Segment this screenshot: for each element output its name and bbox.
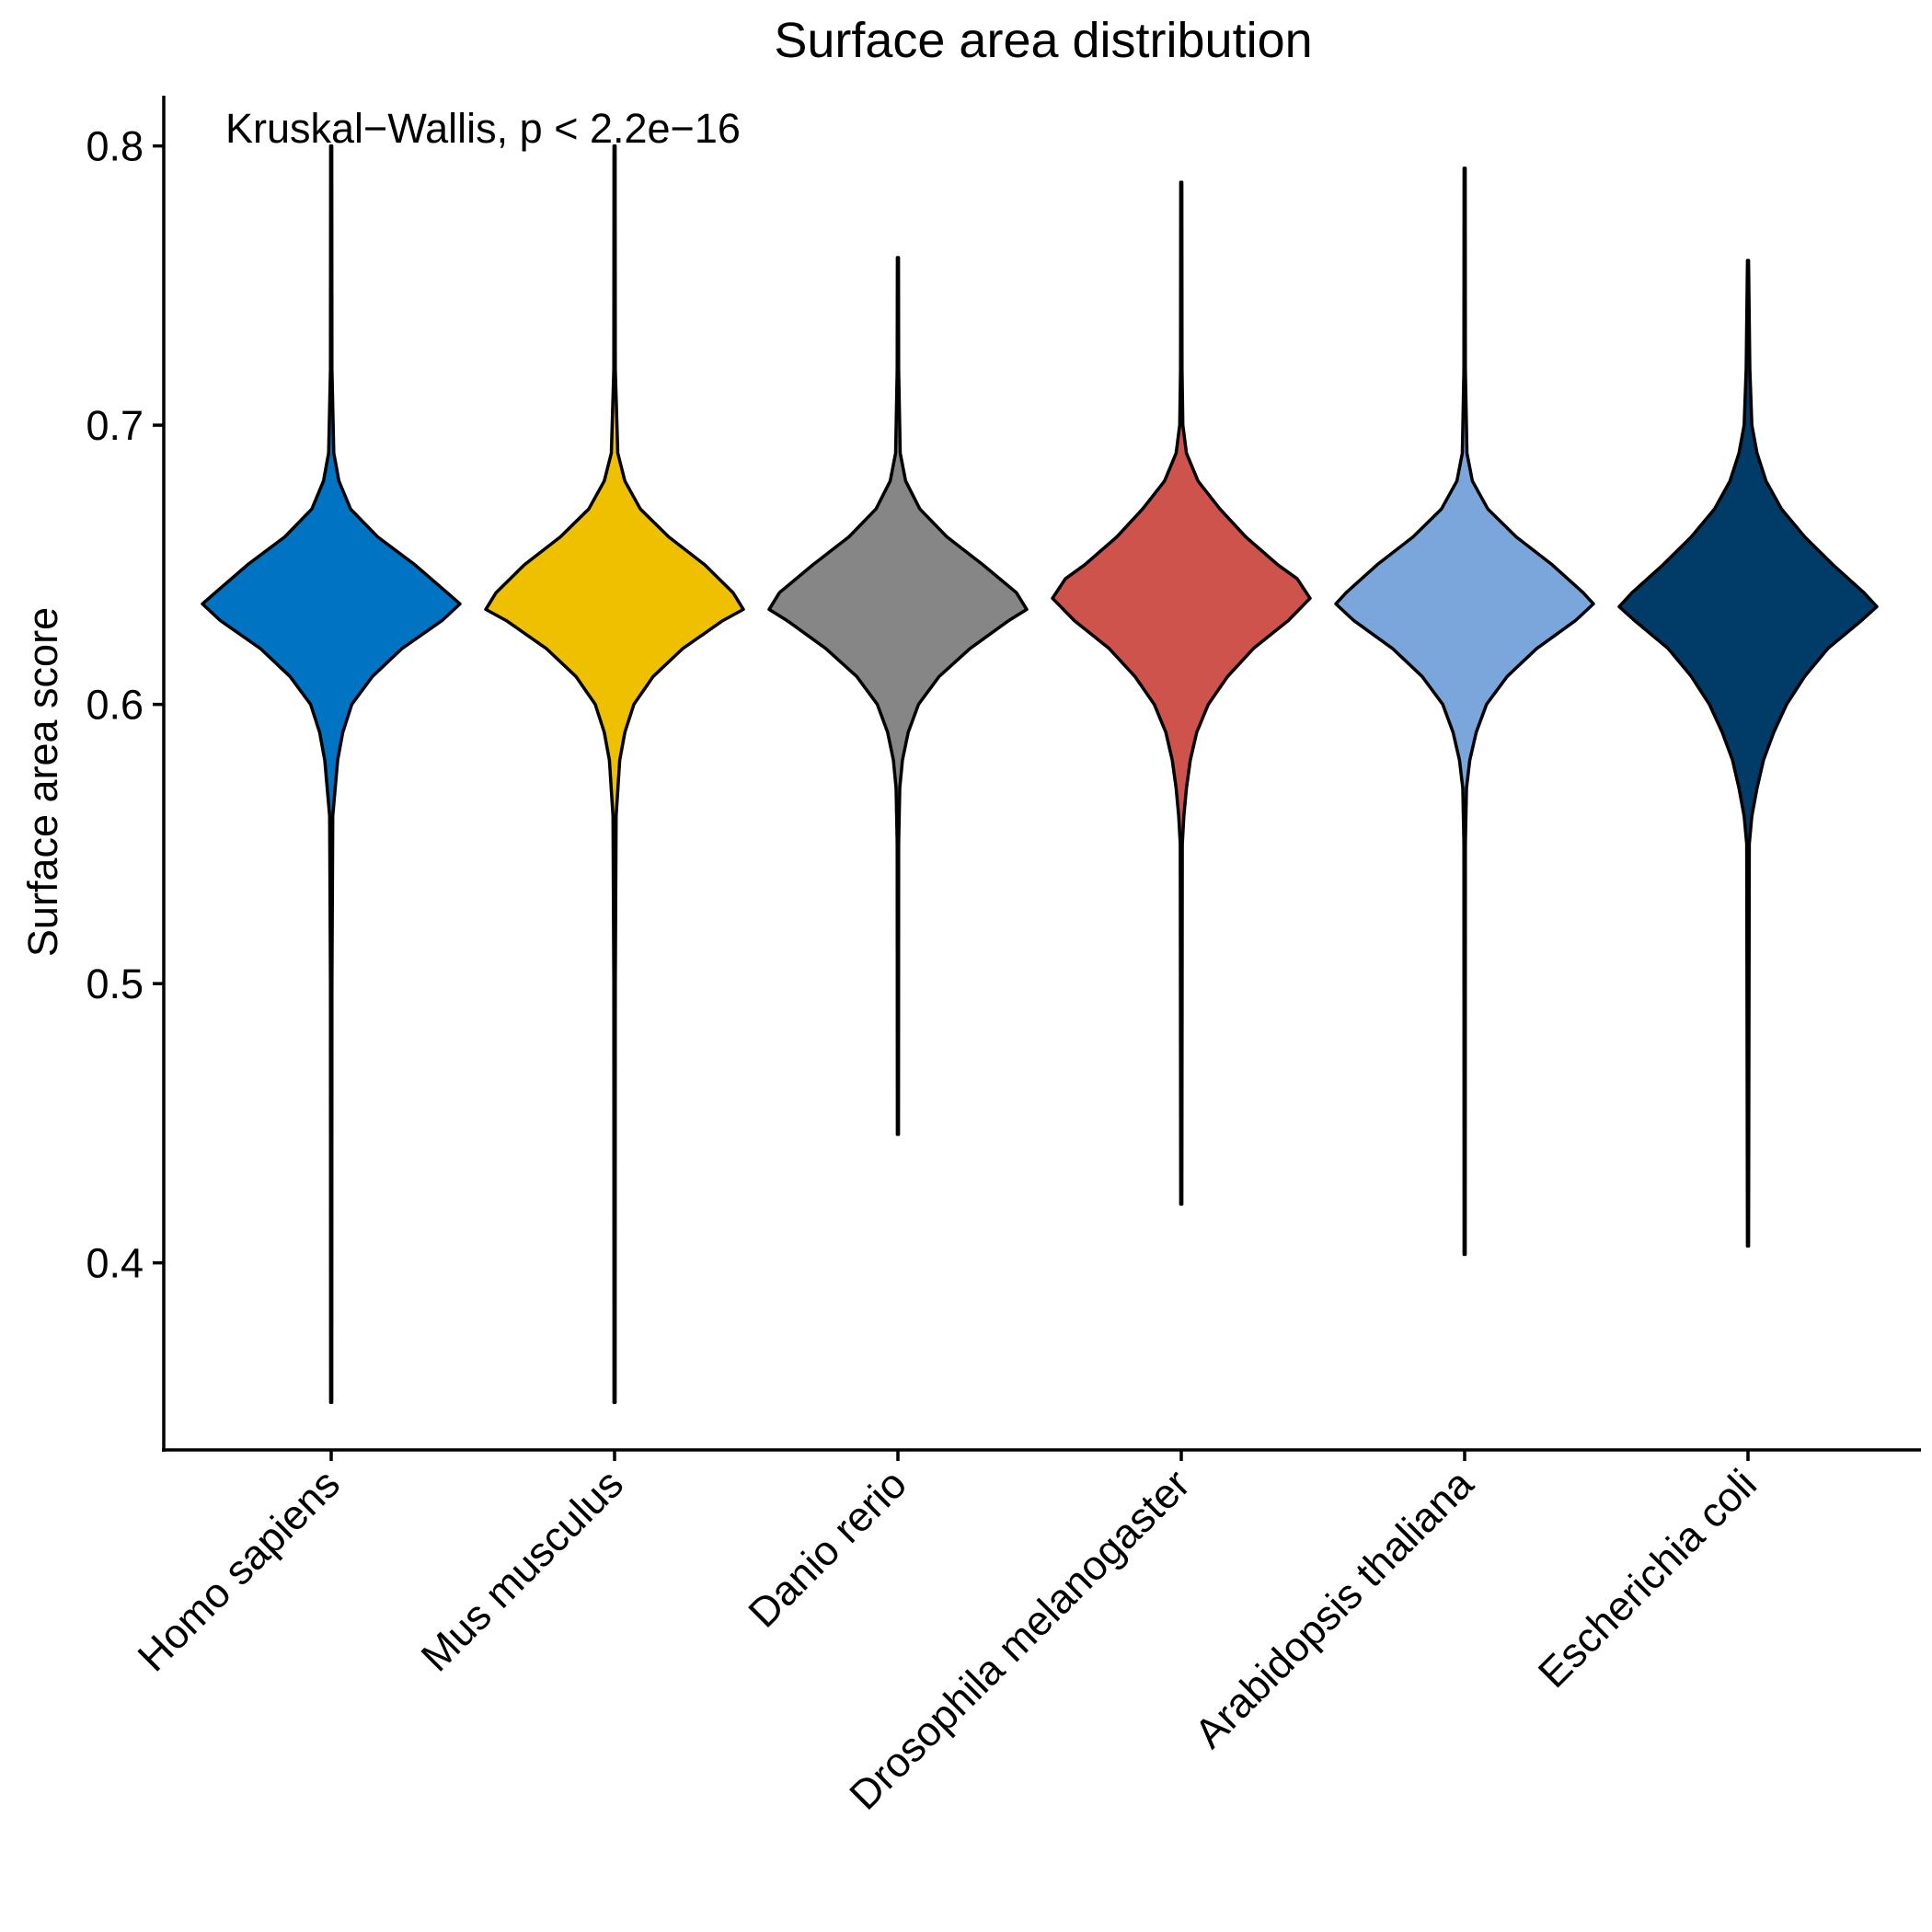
x-tick-label-mus-musculus: Mus musculus <box>412 1460 632 1680</box>
axes-layer: 0.4 0.5 0.6 0.7 0.8 Homo sapiens Mus musculus D… <box>86 96 1921 1819</box>
chart-title: Surface area distribution <box>774 13 1312 68</box>
y-tick-label: 0.8 <box>86 123 144 170</box>
violin-danio-rerio <box>767 256 1029 1136</box>
x-tick-label-arabidopsis-thaliana: Arabidopsis thaliana <box>1185 1459 1482 1756</box>
x-tick-label-escherichia-coli: Escherichia coli <box>1529 1460 1765 1696</box>
violin-drosophila-melanogaster <box>1051 180 1312 1206</box>
violins-layer <box>201 144 1879 1405</box>
x-tick-label-homo-sapiens: Homo sapiens <box>129 1460 349 1680</box>
violin-arabidopsis-thaliana <box>1334 167 1595 1257</box>
y-tick-label: 0.4 <box>86 1240 144 1287</box>
violin-homo-sapiens <box>201 144 462 1405</box>
y-tick-label: 0.5 <box>86 960 144 1007</box>
y-axis-title: Surface area score <box>19 607 66 957</box>
y-tick-label: 0.7 <box>86 402 144 449</box>
x-tick-label-danio-rerio: Danio rerio <box>739 1460 915 1637</box>
y-tick-label: 0.6 <box>86 682 144 729</box>
kruskal-wallis-annotation: Kruskal−Wallis, p < 2.2e−16 <box>225 105 741 152</box>
violin-mus-musculus <box>484 144 745 1405</box>
violin-escherichia-coli <box>1617 259 1879 1248</box>
